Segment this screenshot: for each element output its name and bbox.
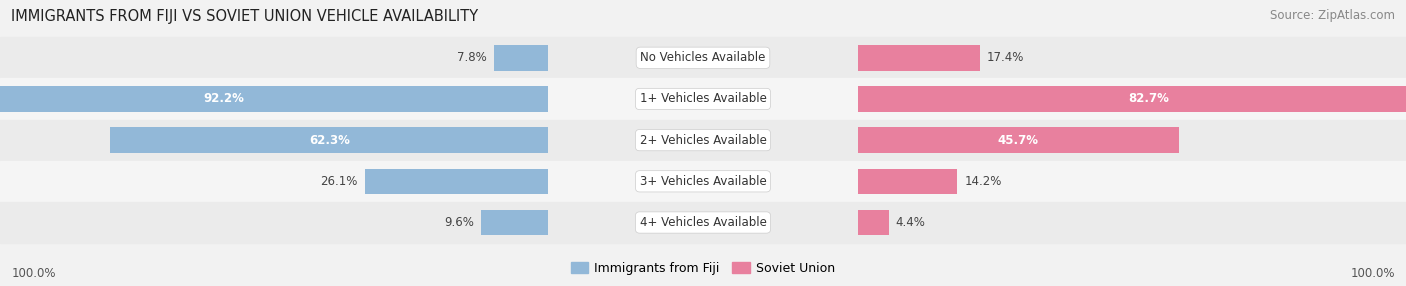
Text: 100.0%: 100.0% bbox=[1350, 267, 1395, 280]
Text: 62.3%: 62.3% bbox=[309, 134, 350, 147]
Text: 3+ Vehicles Available: 3+ Vehicles Available bbox=[640, 175, 766, 188]
Bar bbox=[0, 120, 1406, 161]
Text: No Vehicles Available: No Vehicles Available bbox=[640, 51, 766, 64]
Text: 7.8%: 7.8% bbox=[457, 51, 486, 64]
Text: 4.4%: 4.4% bbox=[896, 216, 925, 229]
Text: 9.6%: 9.6% bbox=[444, 216, 474, 229]
Bar bbox=[110, 127, 548, 153]
Text: 1+ Vehicles Available: 1+ Vehicles Available bbox=[640, 92, 766, 106]
Text: Source: ZipAtlas.com: Source: ZipAtlas.com bbox=[1270, 9, 1395, 21]
Text: 2+ Vehicles Available: 2+ Vehicles Available bbox=[640, 134, 766, 147]
Text: IMMIGRANTS FROM FIJI VS SOVIET UNION VEHICLE AVAILABILITY: IMMIGRANTS FROM FIJI VS SOVIET UNION VEH… bbox=[11, 9, 478, 23]
Text: 14.2%: 14.2% bbox=[965, 175, 1002, 188]
Bar bbox=[0, 202, 1406, 243]
Text: 82.7%: 82.7% bbox=[1128, 92, 1168, 106]
Bar bbox=[858, 45, 980, 71]
Bar bbox=[0, 86, 548, 112]
Bar bbox=[481, 210, 548, 235]
Text: 92.2%: 92.2% bbox=[204, 92, 245, 106]
Text: 17.4%: 17.4% bbox=[987, 51, 1025, 64]
Bar bbox=[858, 210, 889, 235]
Text: 45.7%: 45.7% bbox=[998, 134, 1039, 147]
Bar bbox=[494, 45, 548, 71]
Bar bbox=[858, 86, 1406, 112]
Text: 4+ Vehicles Available: 4+ Vehicles Available bbox=[640, 216, 766, 229]
Bar bbox=[858, 168, 957, 194]
Bar bbox=[0, 161, 1406, 202]
Bar bbox=[366, 168, 548, 194]
Text: 100.0%: 100.0% bbox=[11, 267, 56, 280]
Text: 26.1%: 26.1% bbox=[321, 175, 357, 188]
Legend: Immigrants from Fiji, Soviet Union: Immigrants from Fiji, Soviet Union bbox=[565, 257, 841, 280]
Bar bbox=[0, 37, 1406, 78]
Bar bbox=[0, 78, 1406, 120]
Bar bbox=[858, 127, 1178, 153]
